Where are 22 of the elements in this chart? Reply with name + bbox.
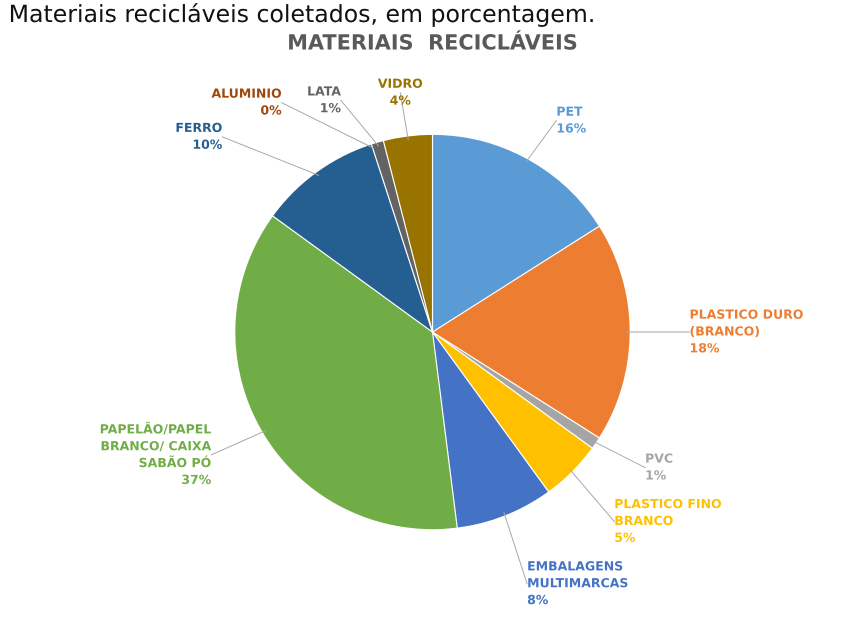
data-label: 8%	[528, 594, 548, 604]
slice-label: PAPELÃO/PAPEL BRANCO/ CAIXA SABÃO PÓ	[100, 422, 212, 468]
slice-label: PVC	[646, 453, 672, 463]
slice-label: PET	[557, 106, 582, 116]
data-label: 10%	[194, 139, 222, 149]
slice-label: PLASTICO FINO BRANCO	[615, 498, 722, 526]
slice-label: PLASTICO DURO (BRANCO)	[690, 309, 803, 338]
slice-label: FERRO	[176, 122, 222, 132]
slice-label: VIDRO	[378, 78, 422, 88]
category-label: ALUMINIO	[212, 88, 282, 98]
text: Materiais recicláveis coletados, em porcentagem.	[10, 3, 593, 27]
data-label: 1%	[321, 103, 341, 112]
data-label: 5%	[615, 532, 636, 542]
text: 0%	[261, 105, 282, 115]
data-label: 18%	[690, 343, 720, 353]
slice-label: LATA	[308, 86, 341, 96]
data-label: 4%	[390, 95, 410, 105]
data-label: 1%	[646, 470, 666, 480]
data-label: 37%	[182, 474, 211, 484]
chart-title: MATERIAIS RECICLÁVEIS	[289, 30, 576, 50]
slice-label: EMBALAGENS MULTIMARCAS	[528, 561, 628, 588]
data-label: 16%	[558, 123, 586, 133]
